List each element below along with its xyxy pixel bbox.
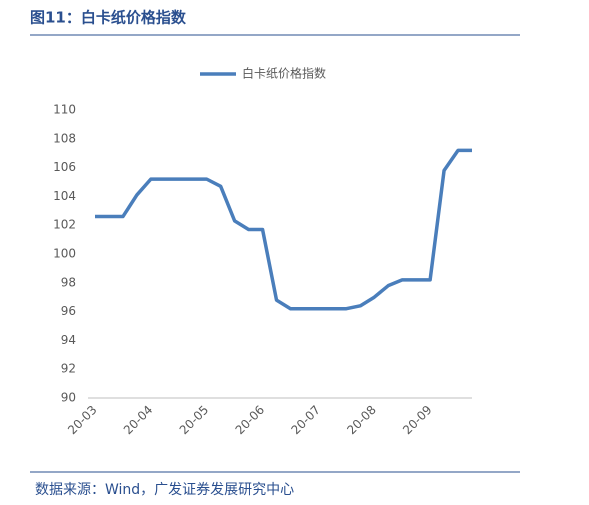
- y-tick-label: 98: [61, 275, 76, 289]
- x-tick-label: 20-03: [65, 403, 100, 438]
- chart-title: 图11：白卡纸价格指数: [30, 9, 187, 27]
- y-tick-label: 92: [61, 362, 76, 376]
- y-tick-label: 104: [53, 189, 76, 203]
- y-tick-label: 94: [61, 333, 76, 347]
- data-line: [95, 148, 472, 311]
- x-tick-label: 20-06: [233, 403, 268, 438]
- y-tick-label: 96: [61, 304, 76, 318]
- source-note: 数据来源：Wind，广发证券发展研究中心: [35, 482, 294, 498]
- x-tick-label: 20-04: [121, 403, 156, 438]
- x-tick-label: 20-09: [400, 403, 435, 438]
- y-tick-label: 108: [53, 131, 76, 145]
- y-tick-label: 100: [53, 247, 76, 261]
- x-tick-label: 20-07: [288, 403, 323, 438]
- legend-label: 白卡纸价格指数: [242, 66, 326, 81]
- y-tick-label: 110: [53, 103, 76, 117]
- x-tick-label: 20-08: [344, 403, 379, 438]
- y-tick-label: 90: [61, 391, 76, 405]
- y-tick-label: 106: [53, 160, 76, 174]
- x-tick-label: 20-05: [177, 403, 212, 438]
- y-tick-label: 102: [53, 218, 76, 232]
